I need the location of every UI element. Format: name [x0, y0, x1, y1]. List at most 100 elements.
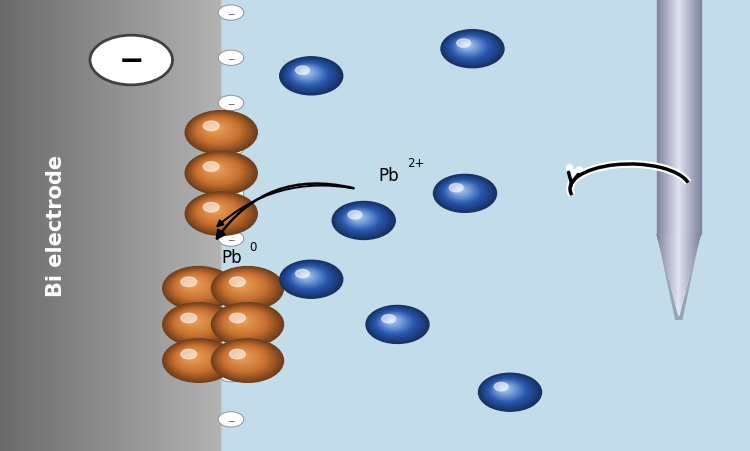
- Circle shape: [209, 125, 223, 133]
- Circle shape: [188, 281, 197, 287]
- Circle shape: [368, 307, 427, 342]
- Circle shape: [224, 346, 265, 371]
- Circle shape: [185, 111, 257, 155]
- Circle shape: [238, 282, 244, 286]
- Circle shape: [291, 64, 326, 86]
- Circle shape: [376, 312, 414, 335]
- Polygon shape: [221, 0, 750, 451]
- Circle shape: [223, 346, 266, 372]
- Text: −: −: [227, 9, 235, 18]
- Circle shape: [332, 202, 395, 240]
- Circle shape: [217, 306, 274, 341]
- Circle shape: [177, 276, 213, 297]
- Circle shape: [348, 211, 361, 220]
- Circle shape: [457, 40, 480, 54]
- Circle shape: [284, 60, 337, 92]
- Circle shape: [202, 121, 232, 140]
- Circle shape: [334, 203, 392, 238]
- Circle shape: [337, 204, 389, 236]
- Circle shape: [190, 114, 250, 150]
- Circle shape: [454, 187, 465, 193]
- Circle shape: [488, 379, 528, 403]
- Circle shape: [216, 270, 276, 306]
- Circle shape: [189, 282, 196, 286]
- Circle shape: [226, 348, 262, 369]
- Circle shape: [170, 344, 224, 375]
- Circle shape: [292, 65, 324, 84]
- Circle shape: [166, 269, 230, 308]
- Circle shape: [181, 277, 196, 287]
- Circle shape: [447, 183, 476, 201]
- Circle shape: [232, 351, 252, 363]
- Circle shape: [498, 385, 512, 394]
- Circle shape: [484, 377, 532, 406]
- Circle shape: [172, 272, 220, 301]
- Circle shape: [221, 272, 269, 301]
- Circle shape: [353, 214, 364, 221]
- Circle shape: [348, 212, 371, 226]
- Circle shape: [453, 37, 486, 58]
- Circle shape: [350, 212, 369, 224]
- Circle shape: [188, 153, 254, 193]
- Circle shape: [184, 279, 203, 291]
- Circle shape: [179, 349, 210, 368]
- Circle shape: [235, 281, 249, 289]
- Circle shape: [167, 342, 227, 378]
- Circle shape: [448, 184, 475, 200]
- Circle shape: [303, 275, 307, 277]
- Circle shape: [453, 186, 467, 195]
- Circle shape: [181, 350, 196, 359]
- Circle shape: [190, 155, 250, 191]
- Circle shape: [165, 268, 232, 308]
- Circle shape: [296, 67, 319, 81]
- Circle shape: [190, 319, 194, 322]
- Circle shape: [389, 320, 394, 322]
- Circle shape: [284, 263, 337, 295]
- Circle shape: [183, 279, 205, 292]
- Circle shape: [500, 386, 510, 392]
- Circle shape: [294, 66, 321, 83]
- Circle shape: [487, 378, 529, 404]
- Circle shape: [164, 267, 233, 309]
- Circle shape: [189, 154, 251, 192]
- Circle shape: [304, 72, 306, 73]
- Circle shape: [501, 387, 508, 391]
- Circle shape: [390, 320, 392, 321]
- Circle shape: [464, 45, 469, 47]
- Circle shape: [184, 352, 202, 362]
- Circle shape: [207, 206, 224, 216]
- Circle shape: [283, 60, 338, 92]
- Circle shape: [172, 308, 220, 337]
- Circle shape: [164, 340, 233, 382]
- Circle shape: [440, 179, 488, 207]
- Circle shape: [286, 62, 333, 89]
- Circle shape: [347, 211, 373, 226]
- Circle shape: [176, 346, 216, 371]
- Circle shape: [379, 313, 410, 332]
- Circle shape: [192, 197, 248, 230]
- Circle shape: [193, 116, 246, 147]
- Circle shape: [352, 214, 365, 221]
- Text: −: −: [227, 189, 235, 198]
- Circle shape: [165, 304, 232, 345]
- Circle shape: [230, 277, 245, 287]
- Circle shape: [189, 318, 196, 322]
- Circle shape: [186, 112, 256, 154]
- Circle shape: [303, 72, 307, 74]
- Circle shape: [236, 281, 246, 287]
- Circle shape: [494, 382, 519, 397]
- Circle shape: [285, 264, 335, 294]
- Circle shape: [281, 262, 340, 297]
- Circle shape: [189, 195, 251, 232]
- Circle shape: [281, 59, 340, 94]
- Circle shape: [188, 194, 253, 233]
- Circle shape: [211, 208, 218, 212]
- Circle shape: [292, 268, 324, 287]
- Text: 0: 0: [250, 241, 257, 253]
- Circle shape: [176, 274, 216, 299]
- Circle shape: [176, 311, 214, 334]
- Circle shape: [215, 305, 278, 343]
- Circle shape: [190, 195, 250, 231]
- Circle shape: [455, 39, 482, 55]
- Circle shape: [503, 388, 505, 389]
